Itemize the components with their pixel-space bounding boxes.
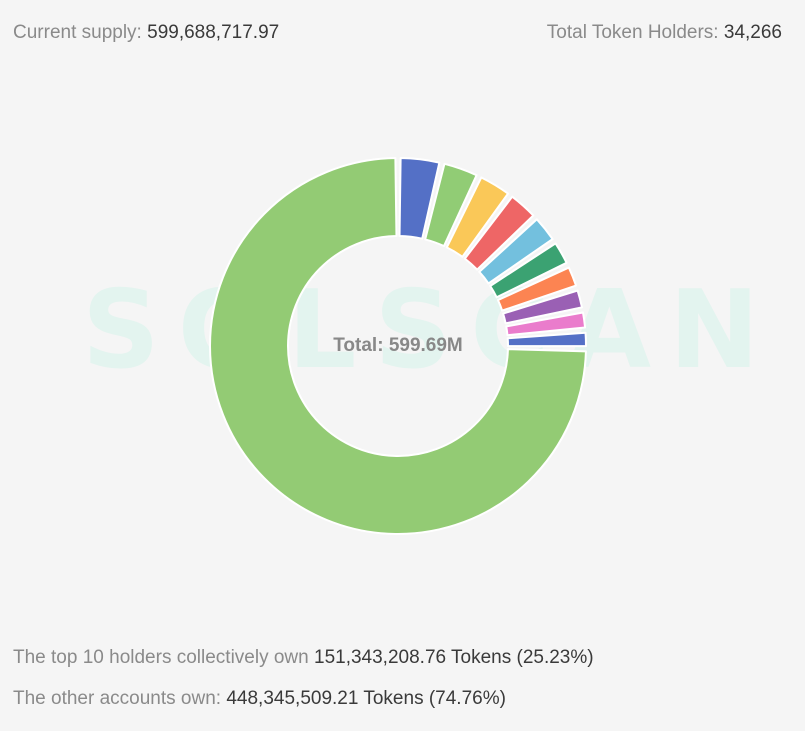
other-accounts-label: The other accounts own: [13,688,222,709]
slice-holder-8[interactable] [502,289,583,325]
slice-other-accounts[interactable] [209,157,587,535]
slice-holder-9[interactable] [505,311,587,337]
other-accounts-value: 448,345,509.21 Tokens (74.76%) [226,688,506,709]
current-supply-label: Current supply: [13,22,142,43]
solscan-watermark: SOLSCAN [82,268,778,393]
current-supply-value: 599,688,717.97 [147,22,280,43]
donut-slices [209,157,588,535]
total-token-holders: Total Token Holders: 34,266 [547,20,782,46]
slice-holder-2[interactable] [424,162,478,248]
top-holders-summary: The top 10 holders collectively own 151,… [13,645,594,671]
total-token-holders-value: 34,266 [723,22,782,43]
slice-holder-7[interactable] [496,266,578,312]
slice-holder-3[interactable] [445,176,510,258]
total-token-holders-label: Total Token Holders: [546,22,719,43]
slice-holder-6[interactable] [489,242,568,299]
slice-holder-5[interactable] [478,218,554,285]
donut-center-label: Total: 599.69M [333,335,463,356]
other-accounts-summary: The other accounts own: 448,345,509.21 T… [13,686,506,712]
current-supply: Current supply: 599,688,717.97 [13,20,279,46]
top-holders-value: 151,343,208.76 Tokens (25.23%) [314,647,594,668]
summary-row: Current supply: 599,688,717.97 Total Tok… [13,20,782,46]
top-holders-label: The top 10 holders collectively own [13,647,309,668]
slice-holder-1[interactable] [398,157,441,240]
slice-holder-10[interactable] [506,331,588,348]
slice-holder-4[interactable] [463,195,535,271]
